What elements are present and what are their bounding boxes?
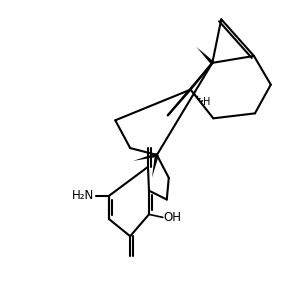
Text: H: H [203,98,211,108]
Text: H₂N: H₂N [72,189,95,202]
Text: OH: OH [164,211,182,224]
Polygon shape [197,47,214,64]
Polygon shape [133,153,157,161]
Polygon shape [152,154,159,178]
